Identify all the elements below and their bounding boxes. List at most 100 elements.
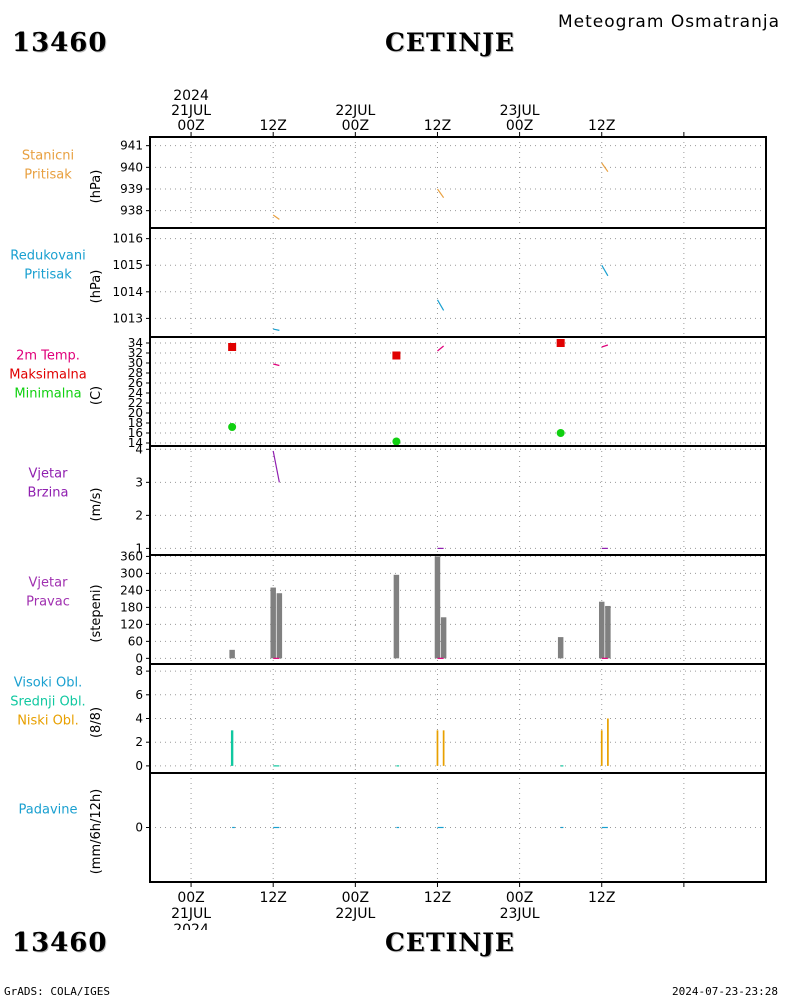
data-bar	[434, 556, 441, 659]
series-line	[601, 162, 609, 173]
panel-label: Padavine	[19, 803, 78, 818]
series-line	[272, 450, 280, 483]
panel-frame	[149, 227, 767, 338]
y-tick-label: 0	[135, 821, 143, 835]
panel-label: Pritisak	[24, 168, 72, 183]
time-tick-label-bottom: 21JUL	[171, 906, 211, 922]
y-tick-label: 8	[135, 664, 143, 678]
y-tick-label: 1013	[112, 311, 143, 325]
y-tick-label: 32	[128, 346, 143, 360]
panel-station-pressure: 941 940 939 938 Stanicni Pritisak (hPa)	[22, 136, 767, 229]
y-tick-label: 2	[135, 508, 143, 522]
y-tick-label: 0	[135, 651, 143, 665]
time-tick-label-bottom: 23JUL	[500, 906, 540, 922]
y-tick-label: 14	[128, 436, 143, 450]
time-tick-label-top: 22JUL	[335, 103, 375, 119]
y-tick-label: 22	[128, 396, 143, 410]
y-tick-label: 18	[128, 416, 143, 430]
y-tick-label: 941	[120, 139, 143, 153]
y-tick-label: 1016	[112, 232, 143, 246]
panel-wind-direction: 360 300 240 180 120 60 0 Vjetar Pravac (stepeni)	[26, 549, 767, 665]
unit-label: (mm/6h/12h)	[89, 789, 104, 875]
panel-frame	[149, 445, 767, 556]
panel-clouds: 8 6 4 2 0 Visoki Obl. Srednji Obl. Niski Obl. (8…	[10, 663, 767, 774]
time-tick-label-top: 12Z	[588, 118, 615, 134]
data-bar	[607, 718, 609, 766]
series-line	[436, 299, 445, 311]
data-bar	[229, 649, 235, 659]
series-line	[436, 188, 445, 199]
y-tick-label: 3	[135, 475, 143, 489]
series-line	[273, 363, 280, 367]
panel-label: Vjetar	[29, 467, 69, 482]
time-tick-label-top: 2024	[173, 88, 209, 104]
panel-label: 2m Temp.	[16, 349, 80, 364]
unit-label: (hPa)	[89, 170, 104, 204]
panel-label: Vjetar	[29, 576, 69, 591]
y-tick-label: 180	[120, 600, 143, 614]
panel-label: Pritisak	[24, 268, 72, 283]
y-tick-label: 24	[128, 386, 143, 400]
time-tick-label-bottom: 2024	[173, 922, 209, 930]
unit-label: (stepeni)	[89, 584, 104, 642]
y-tick-label: 6	[135, 688, 143, 702]
panel-label: Stanicni	[22, 149, 74, 164]
y-tick-label: 1	[135, 541, 143, 555]
data-bar	[440, 617, 447, 659]
footer-credit: GrADS: COLA/IGES	[4, 985, 110, 998]
panel-label: Srednji Obl.	[10, 695, 85, 710]
footer-generated: 2024-07-23-23:28	[672, 985, 778, 998]
y-tick-label: 938	[120, 204, 143, 218]
max-temp-marker	[556, 339, 565, 347]
panel-label: Maksimalna	[9, 368, 87, 383]
data-bar	[270, 587, 276, 659]
panel-label: Visoki Obl.	[14, 676, 82, 691]
series-line	[272, 214, 280, 220]
unit-label: (8/8)	[89, 707, 104, 738]
time-tick-label-bottom: 12Z	[424, 890, 451, 906]
panel-label: Minimalna	[14, 387, 81, 402]
y-tick-label: 300	[120, 566, 143, 580]
panel-label: Pravac	[26, 595, 70, 610]
time-tick-label-bottom: 00Z	[177, 890, 204, 906]
series-line	[601, 344, 609, 348]
y-tick-label: 30	[128, 356, 143, 370]
time-tick-label-top: 12Z	[424, 118, 451, 134]
series-line	[273, 328, 280, 331]
y-tick-label: 1015	[112, 258, 143, 272]
panel-label: Brzina	[28, 486, 69, 501]
y-tick-label: 26	[128, 376, 143, 390]
min-temp-marker	[392, 437, 401, 446]
panel-precipitation: 0 Padavine (mm/6h/12h)	[19, 772, 767, 883]
data-bar	[393, 574, 400, 659]
y-tick-label: 240	[120, 583, 143, 597]
series-line	[437, 345, 445, 352]
panel-frame	[149, 663, 767, 774]
unit-label: (m/s)	[89, 488, 104, 522]
data-bar	[557, 637, 564, 659]
panel-frame	[149, 554, 767, 665]
station-name-bottom: CETINJE	[385, 928, 515, 957]
time-tick-label-top: 21JUL	[171, 103, 211, 119]
panel-label: Niski Obl.	[17, 714, 79, 729]
station-name-top: CETINJE	[385, 28, 515, 57]
y-tick-label: 939	[120, 182, 143, 196]
y-tick-label: 28	[128, 366, 143, 380]
y-tick-label: 4	[135, 712, 143, 726]
min-temp-marker	[228, 423, 237, 431]
y-tick-label: 16	[128, 426, 143, 440]
time-tick-label-bottom: 12Z	[588, 890, 615, 906]
data-bar	[605, 605, 611, 659]
data-bar	[276, 593, 283, 659]
y-tick-label: 20	[128, 406, 143, 420]
panel-frame	[149, 136, 767, 229]
time-tick-label-bottom: 00Z	[506, 890, 533, 906]
unit-label: (C)	[89, 386, 104, 405]
y-tick-label: 2	[135, 735, 143, 749]
y-tick-label: 34	[128, 336, 143, 350]
data-bar	[600, 730, 603, 766]
panel-reduced-pressure: 1016 1015 1014 1013 Redukovani Pritisak (hPa)	[10, 227, 767, 338]
y-tick-label: 120	[120, 617, 143, 631]
y-tick-label: 4	[135, 442, 143, 456]
